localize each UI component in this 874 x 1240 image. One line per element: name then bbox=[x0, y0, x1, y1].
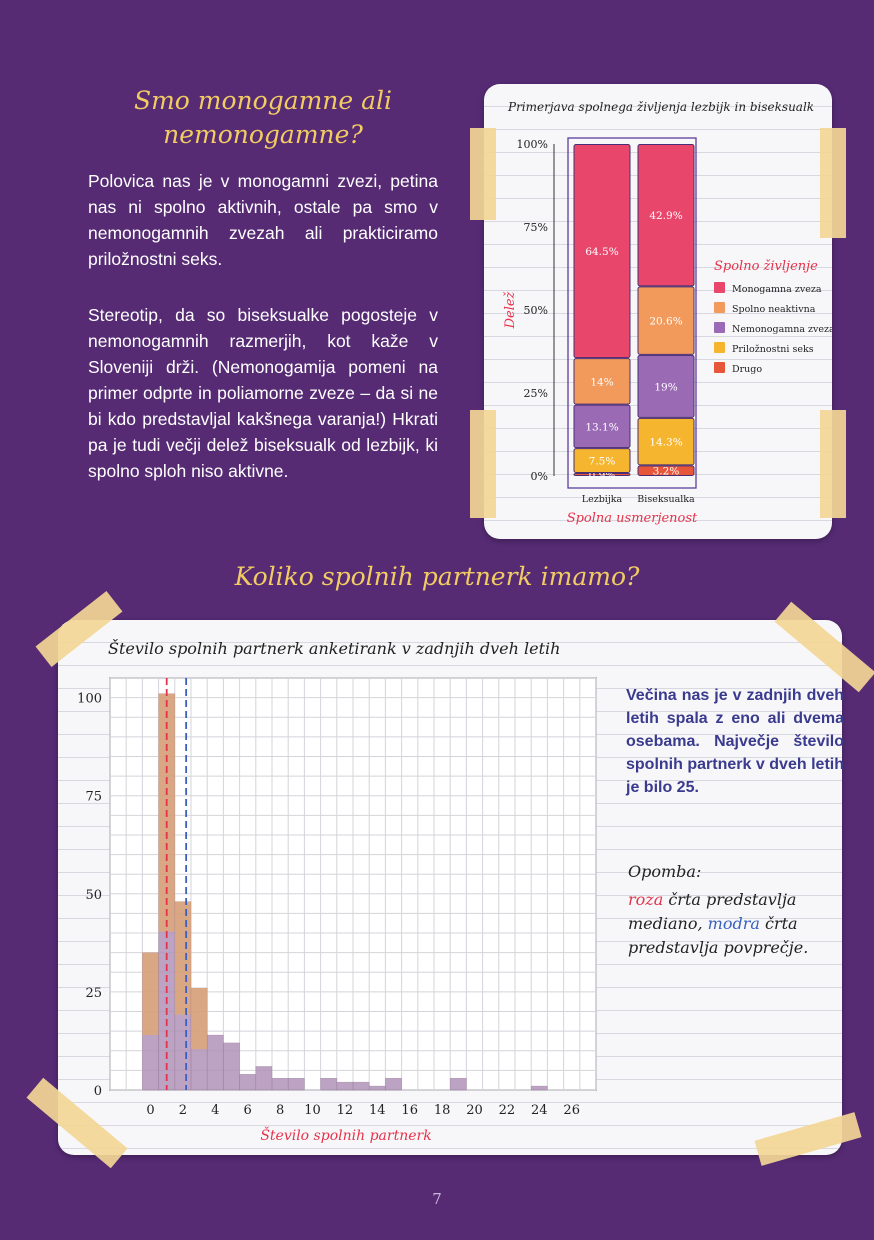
plot-frame bbox=[567, 137, 697, 489]
data-label: 14.3% bbox=[649, 437, 682, 449]
bar-segment bbox=[573, 448, 631, 474]
data-label: 19% bbox=[654, 381, 677, 393]
x-tick-label: 14 bbox=[369, 1103, 386, 1118]
histogram-bar bbox=[271, 1077, 289, 1091]
data-label: 14% bbox=[590, 376, 613, 388]
legend-label: Nemonogamna zveza bbox=[732, 324, 832, 335]
y-tick-label: 0 bbox=[94, 1084, 102, 1099]
x-tick-label: 18 bbox=[434, 1103, 451, 1118]
bar-segment bbox=[637, 144, 695, 287]
legend-label: Drugo bbox=[732, 364, 762, 375]
data-label: 42.9% bbox=[649, 210, 682, 222]
histogram-bar bbox=[206, 1034, 224, 1091]
section1-paragraph2: Stereotip, da so biseksualke pogosteje v… bbox=[88, 305, 438, 481]
x-tick-label: 16 bbox=[401, 1103, 418, 1118]
data-label: 13.1% bbox=[585, 421, 618, 433]
bar-segment bbox=[573, 144, 631, 359]
x-tick-label: Lezbijka bbox=[582, 494, 623, 505]
page-number: 7 bbox=[432, 1190, 442, 1208]
bar-segment bbox=[637, 465, 695, 477]
x-tick-label: 10 bbox=[304, 1103, 321, 1118]
tape bbox=[470, 410, 496, 518]
legend-label: Priložnostni seks bbox=[732, 344, 814, 355]
tape bbox=[820, 128, 846, 238]
y-tick-label: 25 bbox=[85, 986, 102, 1001]
histogram-bar bbox=[530, 1085, 548, 1091]
data-label: 20.6% bbox=[649, 316, 682, 328]
tape bbox=[470, 128, 496, 220]
x-axis-label: Spolna usmerjenost bbox=[567, 511, 698, 526]
y-axis-label: Delež bbox=[503, 291, 518, 329]
note-text: roza črta predstavlja mediano, modra črt… bbox=[628, 888, 828, 960]
note-blue-word: modra bbox=[707, 914, 760, 933]
bar-segment bbox=[637, 417, 695, 466]
y-tick-label: 25% bbox=[524, 387, 548, 400]
bar-segment bbox=[573, 473, 631, 476]
bar-segment bbox=[573, 358, 631, 405]
histogram-bar bbox=[368, 1085, 386, 1091]
section2-title: Koliko spolnih partnerk imamo? bbox=[234, 562, 640, 591]
x-tick-label: 2 bbox=[179, 1103, 187, 1118]
x-tick-label: 0 bbox=[146, 1103, 154, 1118]
histogram-bar bbox=[239, 1074, 257, 1091]
stacked-bar-chart: Primerjava spolnega življenja lezbijk in… bbox=[503, 100, 835, 526]
histogram-bar bbox=[287, 1077, 305, 1091]
note-end-text: črta predstavlja povprečje. bbox=[628, 914, 809, 957]
x-tick-label: 26 bbox=[563, 1103, 580, 1118]
histogram-note: Večina nas je v zadnjih dveh letih spala… bbox=[626, 687, 844, 796]
y-tick-label: 75 bbox=[85, 790, 102, 805]
note-pink-word: roza bbox=[628, 890, 664, 909]
histogram-bar bbox=[223, 1042, 240, 1091]
histogram-bar-tint bbox=[142, 952, 159, 1036]
chart-title: Primerjava spolnega življenja lezbijk in… bbox=[507, 100, 814, 114]
histogram-bar bbox=[336, 1081, 354, 1091]
bar-segment bbox=[637, 286, 695, 355]
legend-swatch bbox=[714, 302, 725, 313]
histogram-card: Število spolnih partnerk anketirank v za… bbox=[58, 620, 842, 1155]
note-label: Opomba: bbox=[628, 862, 702, 881]
x-tick-label: 22 bbox=[499, 1103, 516, 1118]
x-tick-label: 8 bbox=[276, 1103, 284, 1118]
legend-swatch bbox=[714, 362, 725, 373]
data-label: 64.5% bbox=[585, 246, 618, 258]
section1-title: Smo monogamne ali nemonogamne? bbox=[133, 86, 393, 149]
legend-label: Spolno neaktivna bbox=[732, 304, 816, 315]
y-tick-label: 50% bbox=[524, 304, 548, 317]
legend-swatch bbox=[714, 342, 725, 353]
x-tick-label: Biseksualka bbox=[637, 494, 695, 505]
histogram-bar-tint bbox=[191, 987, 208, 1050]
note-mid-text: črta predstavlja mediano, bbox=[628, 890, 797, 933]
x-tick-label: 20 bbox=[466, 1103, 483, 1118]
x-tick-label: 4 bbox=[211, 1103, 219, 1118]
legend-label: Monogamna zveza bbox=[732, 284, 822, 295]
histogram-bar bbox=[255, 1066, 273, 1091]
y-tick-label: 0% bbox=[531, 470, 548, 483]
x-axis-label: Število spolnih partnerk bbox=[260, 1126, 431, 1144]
data-label: 3.2% bbox=[653, 466, 680, 478]
bar-segment bbox=[637, 354, 695, 418]
x-tick-label: 12 bbox=[337, 1103, 354, 1118]
y-tick-label: 75% bbox=[524, 221, 548, 234]
bar-segment bbox=[573, 404, 631, 449]
y-tick-label: 100 bbox=[77, 692, 102, 707]
histogram-bar-tint bbox=[174, 901, 191, 1015]
legend-swatch bbox=[714, 322, 725, 333]
y-tick-label: 50 bbox=[85, 888, 102, 903]
histogram-chart: Število spolnih partnerk anketirank v za… bbox=[77, 638, 597, 1144]
legend-swatch bbox=[714, 282, 725, 293]
histogram-bar bbox=[320, 1077, 338, 1091]
histogram-bar bbox=[352, 1081, 370, 1091]
tape bbox=[820, 410, 846, 518]
legend-title: Spolno življenje bbox=[714, 259, 818, 274]
y-tick-label: 100% bbox=[517, 138, 548, 151]
x-tick-label: 6 bbox=[244, 1103, 252, 1118]
histogram-bar bbox=[449, 1077, 467, 1091]
data-label: 7.5% bbox=[589, 456, 616, 468]
chart-title: Število spolnih partnerk anketirank v za… bbox=[108, 638, 560, 658]
x-tick-label: 24 bbox=[531, 1103, 548, 1118]
stacked-chart-card: Primerjava spolnega življenja lezbijk in… bbox=[484, 84, 835, 539]
section1-paragraph1: Polovica nas je v monogamni zvezi, petin… bbox=[88, 171, 438, 269]
histogram-bar bbox=[385, 1077, 402, 1091]
